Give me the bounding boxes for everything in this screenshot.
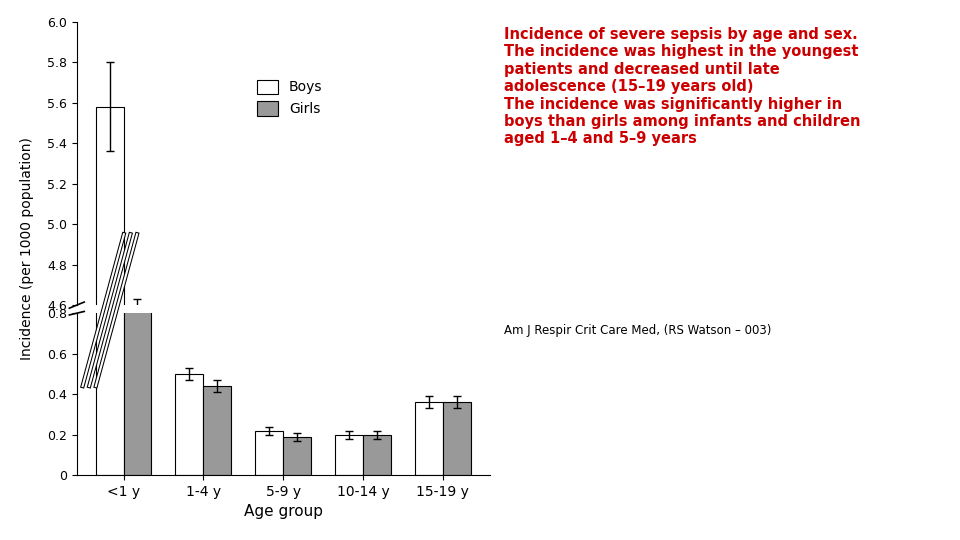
Bar (443, 402, 470, 475)
Bar (124, 335, 152, 540)
Text: Incidence of severe sepsis by age and sex.
The incidence was highest in the youn: Incidence of severe sepsis by age and se… (504, 27, 860, 146)
Bar (363, 435, 391, 475)
Bar (124, 0, 152, 475)
Bar (415, 402, 443, 475)
X-axis label: Age group: Age group (244, 504, 323, 519)
Text: Incidence (per 1000 population): Incidence (per 1000 population) (20, 137, 34, 360)
Bar (255, 431, 283, 475)
Bar (283, 437, 311, 475)
Legend: Boys, Girls: Boys, Girls (257, 79, 323, 116)
Bar (335, 435, 363, 475)
Bar (96, 0, 124, 475)
Bar (176, 374, 204, 475)
Bar (96, 107, 124, 540)
Bar (204, 386, 231, 475)
Text: Am J Respir Crit Care Med, (RS Watson – 003): Am J Respir Crit Care Med, (RS Watson – … (504, 324, 772, 337)
